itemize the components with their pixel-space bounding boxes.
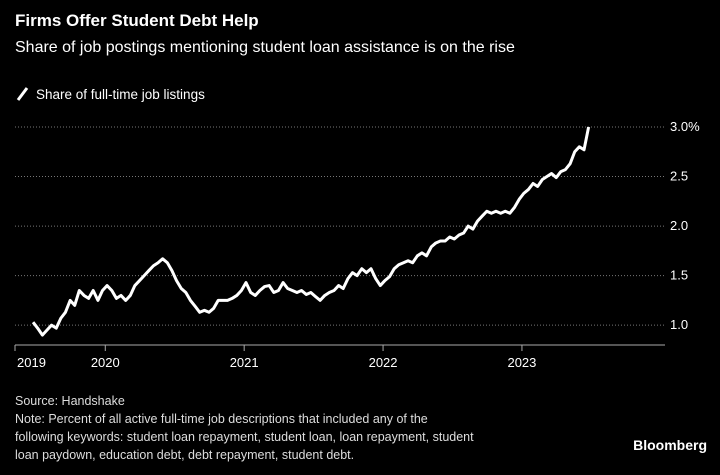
x-tick-label: 2020: [91, 355, 120, 370]
source: Source: Handshake: [15, 394, 125, 408]
x-tick-label: 2019: [17, 355, 46, 370]
chart-title: Firms Offer Student Debt Help: [15, 11, 259, 30]
note-line: following keywords: student loan repayme…: [15, 430, 474, 444]
x-tick-label: 2021: [230, 355, 259, 370]
line-series: [31, 126, 591, 337]
y-tick-label: 2.0: [670, 218, 688, 233]
x-tick-label: 2023: [507, 355, 536, 370]
x-tick-label: 2022: [369, 355, 398, 370]
y-tick-label: 2.5: [670, 169, 688, 184]
chart-subtitle: Share of job postings mentioning student…: [15, 39, 515, 56]
legend-swatch: [16, 87, 29, 101]
legend-label: Share of full-time job listings: [36, 87, 205, 102]
y-tick-label: 1.5: [670, 268, 688, 283]
brand: Bloomberg: [633, 437, 707, 453]
y-tick-label: 1.0: [670, 317, 688, 332]
y-tick-label: 3.0%: [670, 119, 700, 134]
note-line: Note: Percent of all active full-time jo…: [15, 412, 428, 426]
note-line: loan paydown, education debt, debt repay…: [15, 448, 354, 462]
